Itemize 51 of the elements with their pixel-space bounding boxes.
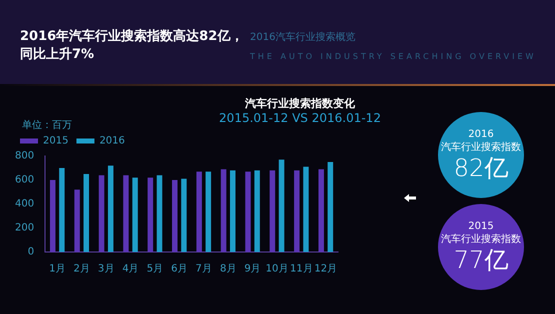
bar	[245, 172, 251, 252]
bar	[254, 170, 260, 252]
legend-label: 2016	[99, 136, 125, 147]
text: 2015 汽车行业搜索指数 77亿	[440, 220, 522, 274]
bar	[59, 168, 65, 252]
bar	[181, 178, 187, 252]
x-tick-label: 11月	[290, 264, 313, 275]
bar	[230, 170, 236, 252]
y-tick-label: 800	[14, 150, 34, 162]
bar	[303, 166, 309, 252]
bar	[172, 180, 178, 252]
y-tick-label: 600	[14, 174, 34, 186]
bar	[98, 175, 104, 252]
x-tick-label: 6月	[171, 264, 188, 275]
y-tick-label: 200	[14, 222, 34, 234]
x-tick-label: 4月	[122, 264, 139, 275]
x-tick-label: 5月	[146, 264, 164, 275]
x-tick-label: 2月	[74, 264, 90, 275]
bar	[278, 160, 284, 252]
text: 2016 汽车行业搜索指数 82亿	[440, 128, 522, 182]
y-axis-title: 单位：百万	[22, 118, 72, 132]
legend-label: 2015	[43, 136, 68, 147]
x-tick-label: 1月	[49, 264, 66, 275]
bar	[270, 170, 276, 252]
text: 2016汽车行业搜索概览	[250, 30, 356, 44]
chart-title: 汽车行业搜索指数变化	[244, 96, 356, 111]
x-tick-label: 10月	[266, 264, 288, 275]
bar	[148, 178, 154, 252]
bar	[50, 180, 56, 252]
y-tick-label: 400	[14, 198, 34, 210]
bar	[123, 175, 129, 252]
bar	[206, 172, 212, 252]
bar	[132, 178, 138, 252]
x-tick-label: 7月	[196, 264, 212, 275]
bar	[108, 166, 114, 252]
bar	[84, 174, 90, 252]
y-tick-label: 0	[28, 246, 34, 258]
bar	[156, 175, 162, 252]
text: 2016年汽车行业搜索指数高达82亿，同比上升7%	[20, 28, 244, 64]
bar	[220, 169, 226, 252]
x-tick-label: 9月	[244, 264, 261, 275]
bar	[74, 190, 80, 252]
bar	[196, 172, 202, 252]
bar	[318, 169, 324, 252]
bar	[328, 162, 334, 252]
x-tick-label: 12月	[314, 264, 338, 275]
bar	[294, 170, 300, 252]
x-tick-label: 8月	[220, 264, 236, 275]
x-tick-label: 3月	[98, 264, 114, 275]
text: THE AUTO INDUSTRY SEARCHING OVERVIEW	[250, 52, 536, 61]
chart-subtitle: 2015.01-12 VS 2016.01-12	[218, 111, 382, 125]
